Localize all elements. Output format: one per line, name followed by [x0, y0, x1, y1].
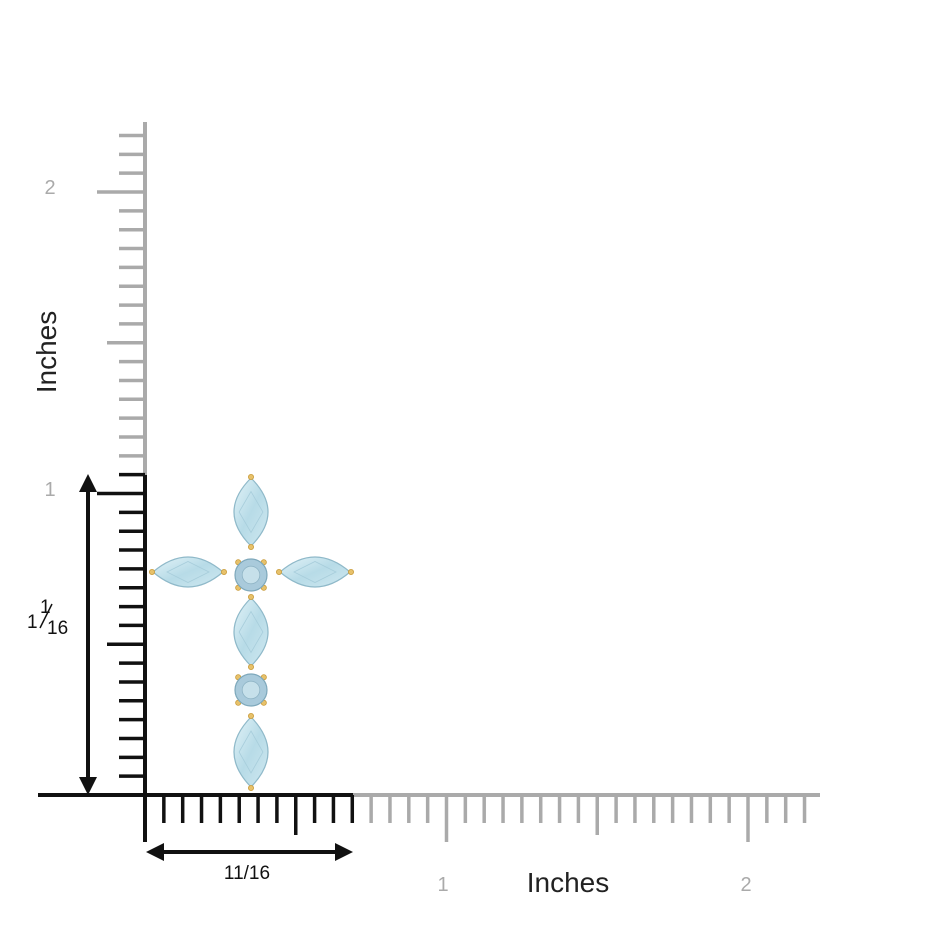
height-denominator: 16 [47, 618, 68, 639]
prong [247, 664, 254, 671]
gem-facet [238, 730, 264, 774]
gem-facet [166, 561, 210, 583]
fraction-slash [39, 603, 53, 629]
gem-facet [241, 680, 261, 700]
prong [347, 569, 354, 576]
height-numerator: 1 [40, 597, 51, 618]
width-arrow [146, 843, 353, 861]
vertical-tick-label: 2 [44, 177, 55, 199]
prong [275, 569, 282, 576]
horizontal-tick-label: 2 [740, 874, 751, 896]
gem-facet [238, 490, 264, 534]
gem-facet [293, 561, 337, 583]
horizontal-axis-title: Inches [527, 867, 610, 898]
prong [247, 713, 254, 720]
width-label: 11/16 [224, 863, 270, 884]
vertical-tick-label: 1 [44, 479, 55, 501]
ruler-ticks [38, 122, 820, 842]
prong [247, 594, 254, 601]
horizontal-tick-label: 1 [437, 874, 448, 896]
prong [220, 569, 227, 576]
prong [247, 785, 254, 792]
prong [148, 569, 155, 576]
vertical-axis-title: Inches [31, 311, 62, 394]
prong [247, 473, 254, 480]
gem-facet [238, 610, 264, 654]
prong [247, 544, 254, 551]
gem-facet [241, 565, 261, 585]
height-whole: 1 [27, 612, 38, 633]
cross-pendant [148, 473, 354, 792]
height-arrow [79, 474, 97, 795]
